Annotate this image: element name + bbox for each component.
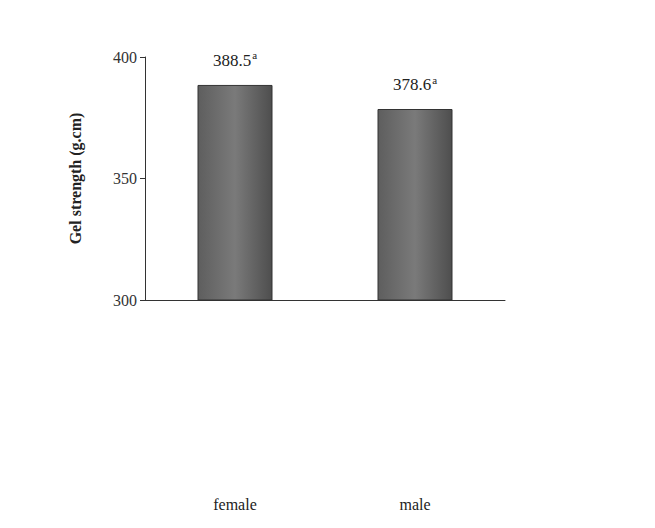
svg-text:300: 300 <box>113 292 137 309</box>
svg-text:a: a <box>432 74 437 86</box>
svg-text:Gel strength (g.cm): Gel strength (g.cm) <box>67 113 85 245</box>
svg-text:male: male <box>399 496 430 513</box>
svg-text:female: female <box>213 496 257 513</box>
svg-text:350: 350 <box>113 170 137 187</box>
svg-text:a: a <box>252 49 257 61</box>
svg-text:378.6: 378.6 <box>393 75 431 94</box>
svg-text:400: 400 <box>113 49 137 66</box>
svg-text:388.5: 388.5 <box>213 51 251 70</box>
